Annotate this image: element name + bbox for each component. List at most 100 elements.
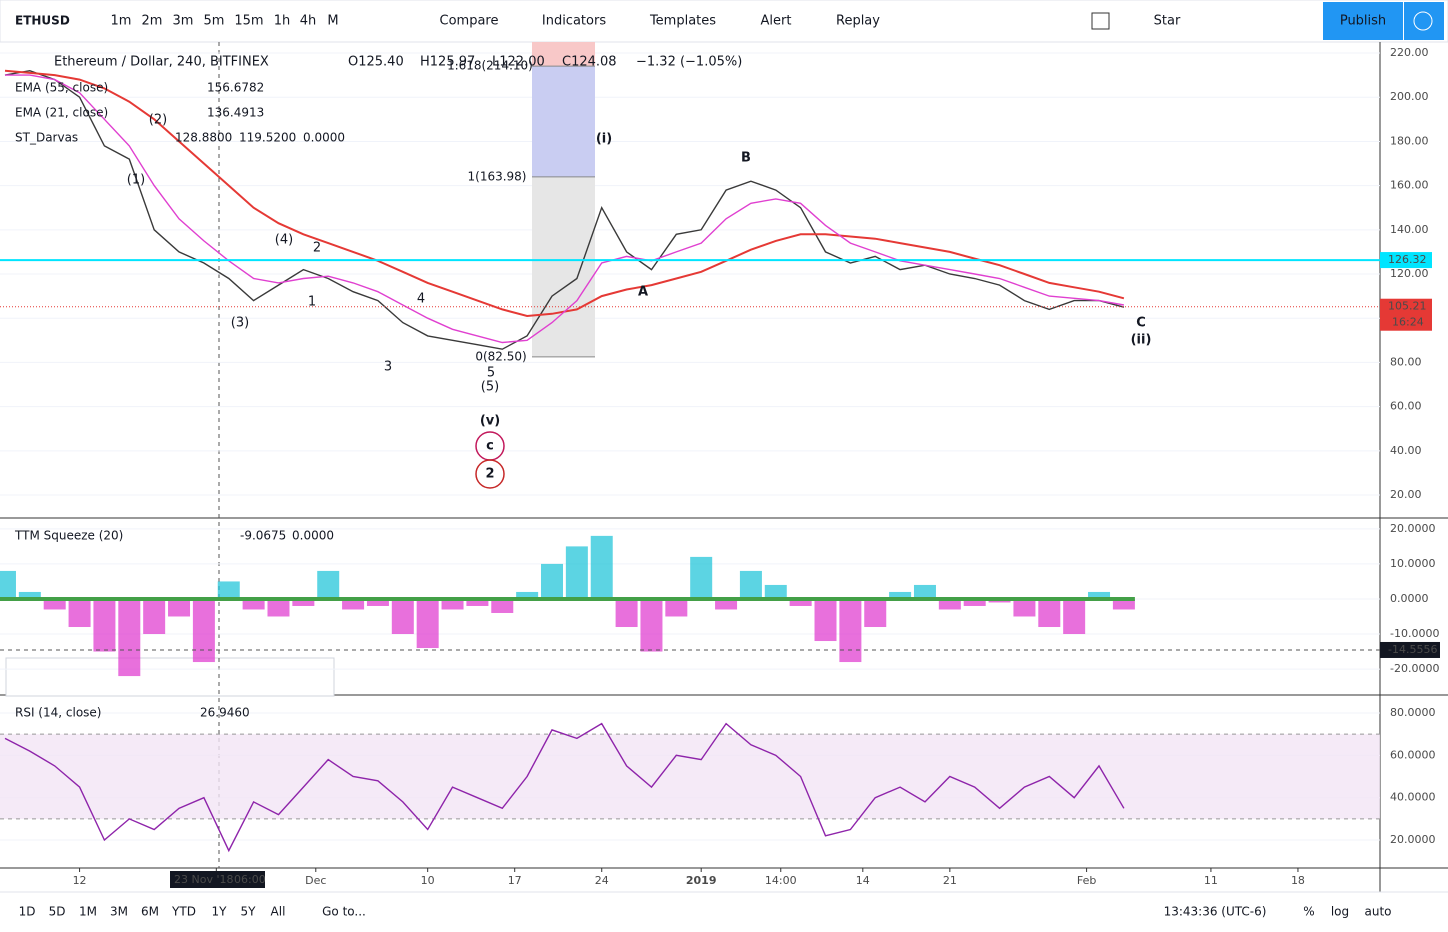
interval-button[interactable]: M: [327, 14, 338, 29]
study-value: -9.0675: [240, 529, 286, 543]
fib-zone: [532, 42, 595, 67]
study-name: ST_Darvas: [15, 131, 78, 145]
histogram-bar: [913, 584, 936, 599]
layout-icon[interactable]: [1091, 12, 1110, 30]
goto-button[interactable]: Go to...: [322, 905, 366, 919]
histogram-bar: [366, 598, 389, 606]
histogram-bar: [292, 598, 315, 606]
rsi-band: [0, 734, 1380, 819]
x-tick-label: 24: [595, 874, 609, 887]
wave-label: 3: [384, 360, 392, 375]
histogram-bar: [441, 598, 464, 610]
x-tick-label: 12: [73, 874, 87, 887]
histogram-bar: [590, 535, 613, 599]
y-tick-label: 10.0000: [1390, 557, 1436, 570]
interval-button[interactable]: 1h: [274, 14, 291, 29]
histogram-bar: [491, 598, 514, 613]
x-tick-label: 10: [421, 874, 435, 887]
x-tick-label: 18: [1291, 874, 1305, 887]
ohlc-value: H125.97: [420, 55, 475, 70]
range-button[interactable]: 6M: [141, 905, 159, 919]
histogram-bar: [1112, 598, 1135, 610]
percent-toggle[interactable]: %: [1303, 905, 1314, 919]
interval-button[interactable]: 2m: [142, 14, 163, 29]
play-button[interactable]: [1404, 2, 1444, 40]
histogram-bar: [715, 598, 738, 610]
range-button[interactable]: 1M: [79, 905, 97, 919]
fib-zone: [532, 66, 595, 177]
crosshair-tag: [1380, 641, 1440, 658]
range-button[interactable]: YTD: [171, 905, 196, 919]
wave-label: (1): [127, 173, 145, 188]
wave-label: B: [741, 151, 751, 166]
study-value: 119.5200: [239, 131, 296, 145]
fib-label: 0(82.50): [475, 349, 526, 363]
x-tick-label: 14:00: [765, 874, 797, 887]
study-value: 26.9460: [200, 706, 250, 720]
wave-label: (v): [480, 414, 500, 429]
histogram-bar: [789, 598, 812, 606]
histogram-bar: [839, 598, 862, 663]
interval-button[interactable]: 15m: [234, 14, 263, 29]
publish-label[interactable]: Publish: [1340, 14, 1386, 29]
ohlc-value: O125.40: [348, 55, 404, 70]
wave-label: A: [638, 285, 648, 300]
histogram-bar: [864, 598, 887, 628]
instrument-name: Ethereum / Dollar, 240, BITFINEX: [54, 55, 269, 70]
ohlc-value: C124.08: [562, 55, 617, 70]
interval-button[interactable]: 1m: [111, 14, 132, 29]
histogram-bar: [342, 598, 365, 610]
histogram-bar: [1038, 598, 1061, 628]
compare-button[interactable]: Compare: [440, 14, 499, 29]
wave-label: (2): [149, 113, 167, 128]
series-line: [4, 722, 1125, 853]
y-tick-label: 120.00: [1390, 267, 1429, 280]
range-button[interactable]: 5D: [49, 905, 66, 919]
publish-button[interactable]: [1323, 2, 1403, 40]
y-tick-label: 160.00: [1390, 179, 1429, 192]
histogram-bar: [267, 598, 290, 617]
histogram-bar: [18, 591, 41, 599]
symbol[interactable]: ETHUSD: [15, 14, 70, 28]
histogram-bar: [68, 598, 91, 628]
histogram-bar: [143, 598, 166, 635]
wave-circle: [475, 459, 505, 489]
fib-label: 1.618(214.10): [447, 59, 533, 73]
study-value: 136.4913: [207, 106, 264, 120]
templates-button[interactable]: Templates: [649, 14, 716, 29]
range-button[interactable]: All: [271, 905, 286, 919]
x-tick-label: 21: [943, 874, 957, 887]
range-button[interactable]: 5Y: [241, 905, 257, 919]
interval-button[interactable]: 3m: [173, 14, 194, 29]
histogram-bar: [416, 598, 439, 649]
range-button[interactable]: 1D: [19, 905, 36, 919]
x-tick-label: 17: [508, 874, 522, 887]
x-tick-label: 11: [1204, 874, 1218, 887]
range-button[interactable]: 1Y: [212, 905, 228, 919]
histogram-bar: [665, 598, 688, 617]
replay-button[interactable]: Replay: [836, 14, 880, 29]
histogram-bar: [0, 570, 16, 599]
alert-button[interactable]: Alert: [761, 14, 792, 29]
log-toggle[interactable]: log: [1331, 905, 1349, 919]
histogram-bar: [739, 570, 762, 599]
histogram-bar: [690, 556, 713, 599]
y-tick-label: 80.0000: [1390, 706, 1436, 719]
y-tick-label: 20.00: [1390, 488, 1422, 501]
auto-toggle[interactable]: auto: [1364, 905, 1391, 919]
drawing-toolbar[interactable]: [5, 657, 335, 697]
histogram-bar: [640, 598, 663, 652]
range-button[interactable]: 3M: [110, 905, 128, 919]
crosshair-time: 06:00: [234, 873, 266, 886]
star-button[interactable]: Star: [1154, 14, 1181, 29]
interval-button[interactable]: 5m: [204, 14, 225, 29]
y-tick-label: 220.00: [1390, 46, 1429, 59]
interval-button[interactable]: 4h: [300, 14, 317, 29]
histogram-bar: [615, 598, 638, 628]
study-value: 156.6782: [207, 81, 264, 95]
histogram-bar: [192, 598, 215, 663]
indicators-button[interactable]: Indicators: [542, 14, 606, 29]
price-tag: [1380, 252, 1432, 269]
histogram-bar: [1063, 598, 1086, 635]
y-tick-label: 0.0000: [1390, 592, 1429, 605]
